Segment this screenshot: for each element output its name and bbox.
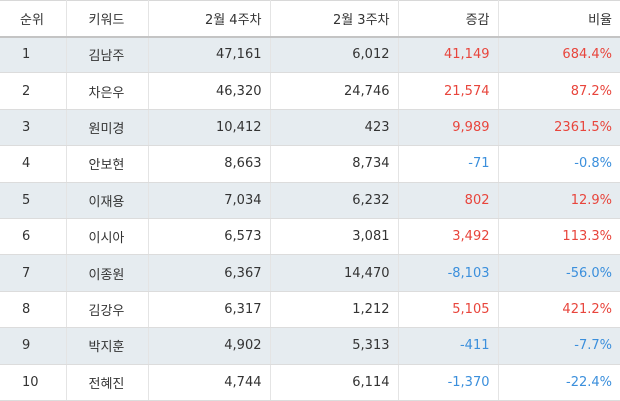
cell-keyword: 이종원 bbox=[66, 254, 149, 292]
cell-rank: 7 bbox=[0, 254, 67, 292]
cell-ratio: -0.8% bbox=[498, 145, 620, 183]
cell-ratio: 2361.5% bbox=[498, 109, 620, 147]
cell-keyword: 안보현 bbox=[66, 145, 149, 183]
cell-week4: 6,367 bbox=[148, 254, 271, 292]
cell-keyword: 김강우 bbox=[66, 291, 149, 329]
table-row: 9 박지훈 4,902 5,313 -411 -7.7% bbox=[0, 327, 620, 365]
cell-keyword: 박지훈 bbox=[66, 327, 149, 365]
cell-change: 802 bbox=[398, 182, 499, 219]
header-ratio: 비율 bbox=[498, 0, 620, 38]
cell-rank: 2 bbox=[0, 72, 67, 110]
cell-week3: 423 bbox=[270, 109, 399, 147]
cell-keyword: 원미경 bbox=[66, 109, 149, 147]
cell-rank: 3 bbox=[0, 109, 67, 147]
cell-change: -71 bbox=[398, 145, 499, 183]
cell-change: -411 bbox=[398, 327, 499, 365]
cell-ratio: 113.3% bbox=[498, 218, 620, 256]
table-row: 5 이재용 7,034 6,232 802 12.9% bbox=[0, 182, 620, 219]
header-week4: 2월 4주차 bbox=[148, 0, 271, 38]
cell-change: 9,989 bbox=[398, 109, 499, 147]
cell-week4: 46,320 bbox=[148, 72, 271, 110]
cell-change: 21,574 bbox=[398, 72, 499, 110]
cell-rank: 9 bbox=[0, 327, 67, 365]
table-row: 7 이종원 6,367 14,470 -8,103 -56.0% bbox=[0, 254, 620, 292]
cell-rank: 4 bbox=[0, 145, 67, 183]
cell-rank: 8 bbox=[0, 291, 67, 329]
cell-ratio: 87.2% bbox=[498, 72, 620, 110]
cell-week3: 3,081 bbox=[270, 218, 399, 256]
cell-ratio: 421.2% bbox=[498, 291, 620, 329]
cell-ratio: -22.4% bbox=[498, 364, 620, 401]
cell-week3: 24,746 bbox=[270, 72, 399, 110]
cell-change: 41,149 bbox=[398, 36, 499, 74]
cell-week4: 7,034 bbox=[148, 182, 271, 219]
cell-rank: 5 bbox=[0, 182, 67, 219]
table-row: 1 김남주 47,161 6,012 41,149 684.4% bbox=[0, 36, 620, 74]
cell-change: 5,105 bbox=[398, 291, 499, 329]
cell-week3: 5,313 bbox=[270, 327, 399, 365]
cell-week4: 8,663 bbox=[148, 145, 271, 183]
table-row: 10 전혜진 4,744 6,114 -1,370 -22.4% bbox=[0, 364, 620, 401]
header-rank: 순위 bbox=[0, 0, 67, 38]
cell-keyword: 전혜진 bbox=[66, 364, 149, 401]
cell-week4: 4,902 bbox=[148, 327, 271, 365]
header-row: 순위 키워드 2월 4주차 2월 3주차 증감 비율 bbox=[0, 0, 620, 38]
cell-week4: 4,744 bbox=[148, 364, 271, 401]
cell-week3: 6,114 bbox=[270, 364, 399, 401]
cell-keyword: 차은우 bbox=[66, 72, 149, 110]
cell-change: -8,103 bbox=[398, 254, 499, 292]
table-header: 순위 키워드 2월 4주차 2월 3주차 증감 비율 bbox=[0, 0, 620, 38]
cell-week4: 47,161 bbox=[148, 36, 271, 74]
cell-keyword: 이재용 bbox=[66, 182, 149, 219]
cell-week3: 14,470 bbox=[270, 254, 399, 292]
header-change: 증감 bbox=[398, 0, 499, 38]
cell-rank: 1 bbox=[0, 36, 67, 74]
table-body: 1 김남주 47,161 6,012 41,149 684.4% 2 차은우 46,320 24,… bbox=[0, 36, 620, 401]
cell-week4: 10,412 bbox=[148, 109, 271, 147]
table-row: 2 차은우 46,320 24,746 21,574 87.2% bbox=[0, 72, 620, 110]
table-row: 8 김강우 6,317 1,212 5,105 421.2% bbox=[0, 291, 620, 329]
cell-ratio: 12.9% bbox=[498, 182, 620, 219]
cell-change: -1,370 bbox=[398, 364, 499, 401]
cell-change: 3,492 bbox=[398, 218, 499, 256]
cell-week3: 8,734 bbox=[270, 145, 399, 183]
cell-week4: 6,317 bbox=[148, 291, 271, 329]
cell-week3: 6,012 bbox=[270, 36, 399, 74]
cell-week4: 6,573 bbox=[148, 218, 271, 256]
cell-ratio: -56.0% bbox=[498, 254, 620, 292]
cell-ratio: -7.7% bbox=[498, 327, 620, 365]
cell-keyword: 김남주 bbox=[66, 36, 149, 74]
cell-rank: 10 bbox=[0, 364, 67, 401]
table-row: 3 원미경 10,412 423 9,989 2361.5% bbox=[0, 109, 620, 147]
cell-ratio: 684.4% bbox=[498, 36, 620, 74]
table-row: 6 이시아 6,573 3,081 3,492 113.3% bbox=[0, 218, 620, 256]
table-row: 4 안보현 8,663 8,734 -71 -0.8% bbox=[0, 145, 620, 183]
header-keyword: 키워드 bbox=[66, 0, 149, 38]
cell-rank: 6 bbox=[0, 218, 67, 256]
cell-week3: 6,232 bbox=[270, 182, 399, 219]
cell-week3: 1,212 bbox=[270, 291, 399, 329]
cell-keyword: 이시아 bbox=[66, 218, 149, 256]
header-week3: 2월 3주차 bbox=[270, 0, 399, 38]
